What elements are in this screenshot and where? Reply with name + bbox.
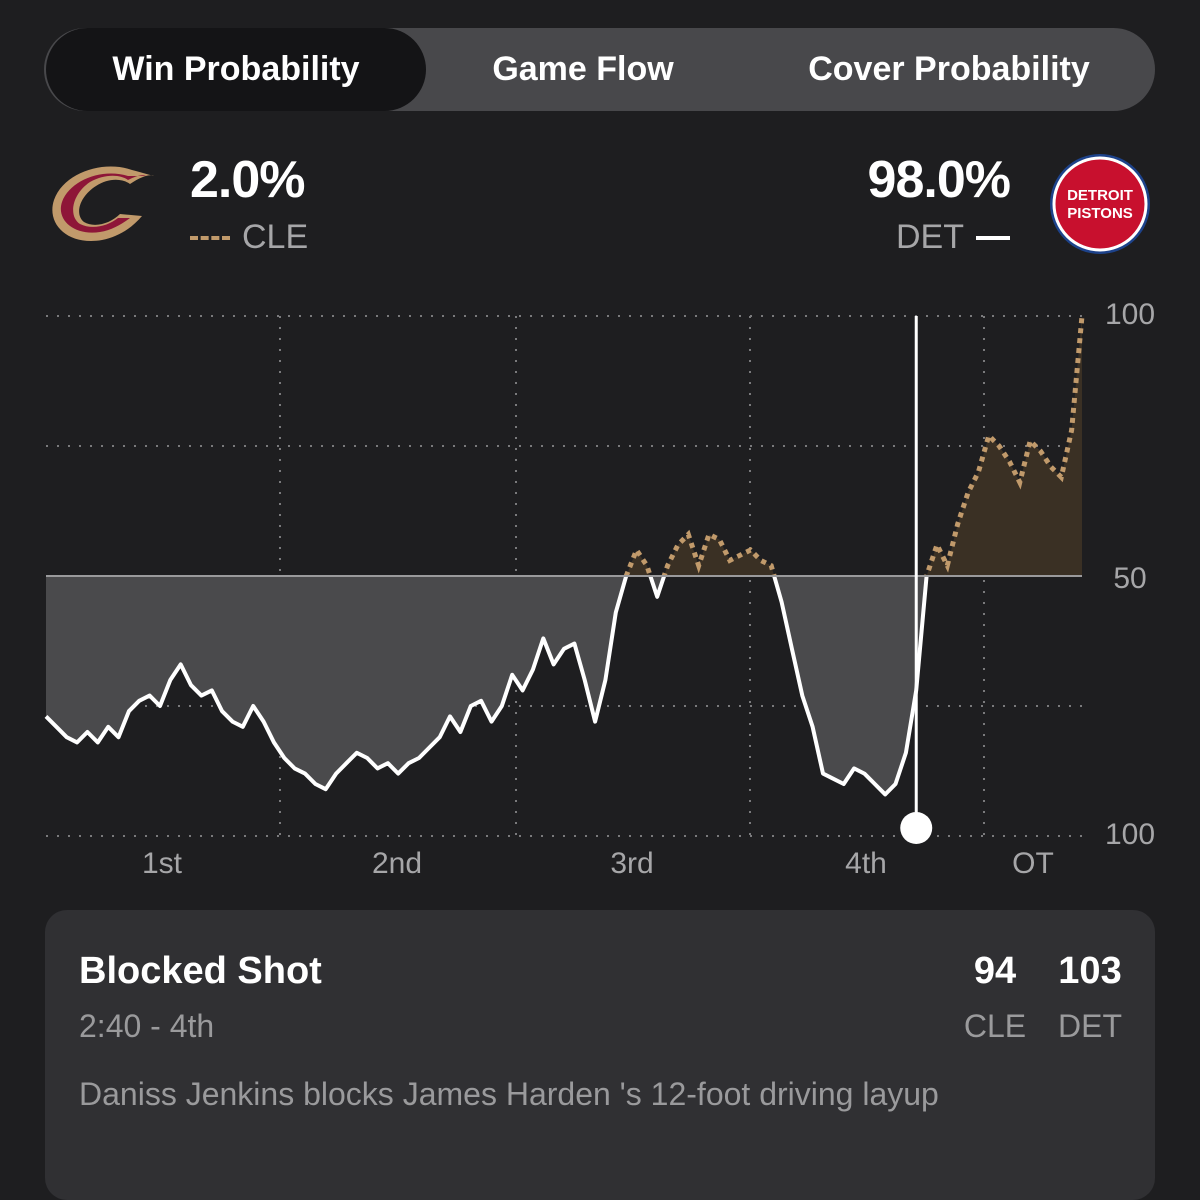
tab-win-probability[interactable]: Win Probability: [46, 28, 426, 111]
x-tick-label: 3rd: [610, 847, 653, 880]
home-score: 103: [1058, 950, 1122, 992]
win-probability-chart[interactable]: 100 50 100 1st 2nd 3rd 4th OT: [0, 290, 1200, 890]
y-tick-label: 100: [1105, 298, 1155, 331]
tab-cover-probability[interactable]: Cover Probability: [808, 50, 1090, 88]
svg-text:PISTONS: PISTONS: [1067, 205, 1133, 222]
det-probability-line: [44, 576, 929, 797]
play-time: 2:40 - 4th: [79, 1008, 215, 1044]
y-tick-label: 50: [1113, 562, 1146, 595]
det-abbr: DET: [896, 218, 964, 256]
play-title: Blocked Shot: [79, 950, 322, 992]
cle-legend: CLE: [190, 218, 308, 257]
svg-text:DETROIT: DETROIT: [1067, 187, 1133, 204]
away-score-abbr: CLE: [963, 1008, 1027, 1044]
area-fill-det: [46, 576, 1082, 795]
play-detail-card: Blocked Shot 2:40 - 4th 94 103 CLE DET D…: [45, 910, 1155, 1200]
play-description: Daniss Jenkins blocks James Harden 's 12…: [79, 1076, 939, 1112]
cle-abbr: CLE: [242, 218, 309, 256]
x-tick-label: OT: [1012, 847, 1054, 880]
area-fill-cle: [46, 316, 1082, 576]
det-win-percentage: 98.0%: [867, 151, 1011, 209]
home-score-abbr: DET: [1058, 1008, 1122, 1044]
pistons-ball-logo-icon: DETROIT PISTONS: [1050, 154, 1150, 254]
cle-win-percentage: 2.0%: [190, 151, 306, 209]
tab-bar: Win Probability Game Flow Cover Probabil…: [44, 28, 1155, 111]
det-solid-line-swatch: [976, 235, 1010, 240]
x-tick-label: 2nd: [372, 847, 422, 880]
cle-dashed-line-swatch: [190, 235, 230, 240]
x-tick-label: 1st: [142, 847, 183, 880]
x-tick-label: 4th: [845, 847, 887, 880]
cle-probability-line: [623, 315, 1085, 576]
tab-game-flow[interactable]: Game Flow: [492, 50, 674, 88]
away-score: 94: [973, 950, 1017, 992]
det-legend: DET: [896, 218, 1010, 257]
y-tick-label: 100: [1105, 818, 1155, 851]
cavaliers-c-logo-icon: [52, 166, 154, 241]
scrubber-handle: [900, 812, 933, 844]
